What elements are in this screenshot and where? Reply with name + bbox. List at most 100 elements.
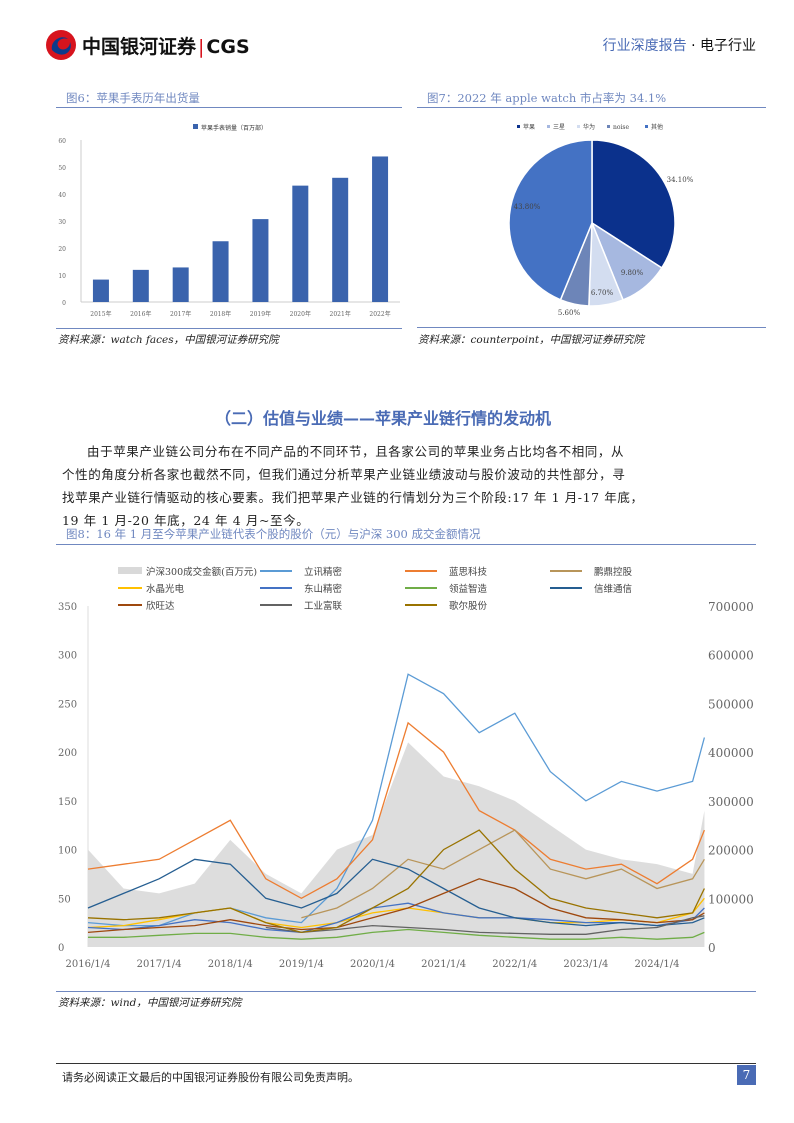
x-tick-label: 2017/1/4	[137, 959, 182, 970]
legend-label: 鹏鼎控股	[594, 566, 633, 578]
bar	[372, 156, 389, 302]
right-y-tick-label: 200000	[708, 844, 754, 858]
y-tick-label: 10	[58, 273, 66, 280]
legend-label: 沪深300成交金额(百万元)	[146, 566, 257, 578]
paragraph-line: 由于苹果产业链公司分布在不同产品的不同环节，且各家公司的苹果业务占比均各不相同，…	[87, 444, 625, 459]
x-tick-label: 2020/1/4	[350, 959, 395, 970]
y-tick-label: 20	[58, 246, 66, 253]
left-y-tick-label: 0	[58, 943, 64, 954]
bar	[92, 279, 109, 302]
series-line-歌尔股份	[87, 829, 705, 934]
y-tick-label: 0	[62, 300, 66, 307]
x-tick-label: 2016/1/4	[66, 959, 111, 970]
section-title: （二）估值与业绩——苹果产业链行情的发动机	[214, 409, 551, 428]
right-y-tick-label: 600000	[708, 649, 754, 663]
fig8-source: 资料来源：wind，中国银河证券研究院	[58, 997, 242, 1009]
y-tick-label: 40	[58, 192, 66, 199]
legend-label: 歌尔股份	[449, 600, 488, 612]
left-y-tick-label: 300	[58, 651, 77, 662]
paragraph-line: 19 年 1 月-20 年底，24 年 4 月~至今。	[62, 513, 310, 528]
legend-swatch	[118, 567, 142, 574]
series-line-信维通信	[87, 858, 705, 927]
legend-label: 华为	[583, 123, 595, 131]
legend-label: 领益智造	[449, 583, 488, 595]
paragraph-line: 找苹果产业链行情驱动的核心要素。我们把苹果产业链的行情划分为三个阶段:17 年 …	[62, 490, 644, 505]
left-y-tick-label: 250	[58, 699, 77, 710]
series-line-工业富联	[265, 915, 705, 935]
series-line-领益智造	[88, 928, 705, 940]
right-y-tick-label: 100000	[708, 892, 754, 906]
bar	[172, 267, 189, 302]
x-tick-label: 2022年	[369, 310, 390, 318]
legend-swatch	[607, 125, 610, 128]
right-y-tick-label: 400000	[708, 746, 754, 760]
legend-label: 欣旺达	[146, 600, 175, 612]
right-y-tick-label: 500000	[708, 697, 754, 711]
legend-label: 东山精密	[304, 583, 343, 595]
left-y-tick-label: 350	[58, 602, 77, 613]
fig7-source: 资料来源：counterpoint，中国银河证券研究院	[418, 334, 645, 346]
x-tick-label: 2024/1/4	[635, 959, 680, 970]
legend-label: 信维通信	[594, 583, 632, 595]
series-line-欣旺达	[87, 878, 705, 934]
series-line-鹏鼎控股	[301, 829, 705, 919]
fig7-pie-chart: 苹果 三星 华为 noise 其他 34.10% 9.80% 6.70% 5.60% 43.80%	[508, 123, 694, 317]
x-tick-label: 2020年	[290, 310, 311, 318]
legend-label: 蓝思科技	[449, 566, 488, 578]
fig7-title: 图7：2022 年 apple watch 市占率为 34.1%	[427, 91, 667, 105]
y-tick-label: 50	[58, 165, 66, 172]
x-tick-label: 2019年	[250, 310, 271, 318]
fig6-bar-chart: 苹果手表销量（百万部） 0 10 20 30 40 50 60 2015年 2016年 2017年 2…	[58, 124, 400, 318]
x-tick-label: 2022/1/4	[492, 959, 537, 970]
legend-label: 苹果手表销量（百万部）	[201, 124, 267, 132]
x-tick-label: 2019/1/4	[279, 959, 324, 970]
bar	[332, 177, 349, 302]
legend-label: noise	[613, 124, 629, 131]
x-tick-label: 2018/1/4	[208, 959, 253, 970]
legend-label: 立讯精密	[304, 566, 343, 578]
right-y-tick-label: 300000	[708, 795, 754, 809]
x-tick-label: 2015年	[90, 310, 111, 318]
bar	[292, 185, 309, 302]
y-tick-label: 60	[58, 138, 66, 145]
slice-label: 34.10%	[667, 176, 694, 184]
slice-label: 5.60%	[558, 309, 581, 317]
pie-slice	[508, 139, 593, 301]
legend-swatch	[517, 125, 520, 128]
left-y-tick-label: 150	[58, 797, 77, 808]
fig6-source: 资料来源：watch faces，中国银河证券研究院	[58, 334, 279, 346]
slice-label: 6.70%	[591, 289, 614, 297]
bar	[252, 219, 269, 302]
fig6-title: 图6：苹果手表历年出货量	[66, 91, 200, 105]
left-y-tick-label: 200	[58, 748, 77, 759]
paragraph-line: 个性的角度分析各家也截然不同，但我们通过分析苹果产业链业绩波动与股价波动的共性部…	[62, 467, 626, 482]
logo-text: 中国银河证券 | CGS	[82, 36, 250, 58]
x-tick-label: 2016年	[130, 310, 151, 318]
left-y-tick-label: 100	[58, 846, 77, 857]
left-y-tick-label: 50	[58, 894, 71, 905]
x-tick-label: 2018年	[210, 310, 231, 318]
fig8-title: 图8：16 年 1 月至今苹果产业链代表个股的股价（元）与沪深 300 成交金额…	[66, 527, 481, 541]
legend-swatch	[547, 125, 550, 128]
footer-disclaimer: 请务必阅读正文最后的中国银河证券股份有限公司免责声明。	[62, 1071, 359, 1084]
legend-swatch	[193, 124, 198, 129]
legend-label: 工业富联	[304, 600, 343, 612]
turnover-area	[88, 742, 705, 947]
section-paragraph: 由于苹果产业链公司分布在不同产品的不同环节，且各家公司的苹果业务占比均各不相同，…	[62, 440, 772, 532]
cgs-logo-icon	[46, 30, 76, 60]
report-category: 行业深度报告 · 电子行业	[602, 38, 756, 54]
legend-swatch	[577, 125, 580, 128]
page-number: 7	[737, 1065, 756, 1085]
legend-label: 苹果	[523, 123, 535, 131]
x-tick-label: 2021/1/4	[421, 959, 466, 970]
legend-label: 水晶光电	[146, 583, 185, 595]
slice-label: 43.80%	[514, 203, 541, 211]
legend-label: 三星	[553, 124, 565, 131]
series-line-蓝思科技	[87, 721, 706, 900]
x-tick-label: 2023/1/4	[563, 959, 608, 970]
legend-swatch	[645, 125, 648, 128]
x-tick-label: 2021年	[330, 310, 351, 318]
slice-label: 9.80%	[621, 269, 644, 277]
